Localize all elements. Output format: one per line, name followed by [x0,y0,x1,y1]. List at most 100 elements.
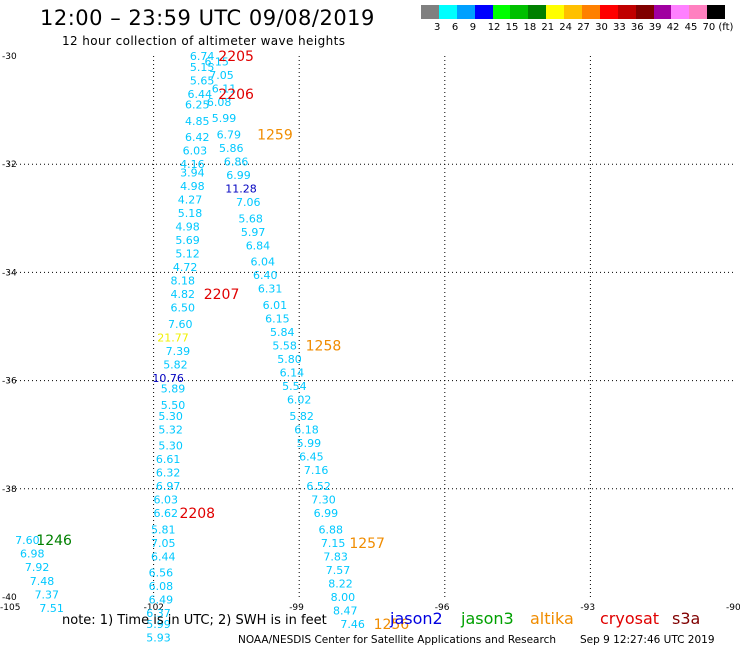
wave-height-value: 6.98 [20,548,45,561]
latitude-tick-label: -30 [2,52,17,62]
color-scale-value: 15 [505,22,519,33]
wave-height-value: 6.15 [265,312,290,325]
latitude-tick-label: -34 [2,268,17,278]
wave-height-value: 5.89 [161,383,186,396]
color-swatch [564,5,583,19]
color-swatch [582,5,600,19]
color-scale-value: 45 [684,22,698,33]
wave-height-value: 7.83 [323,550,348,563]
color-scale-value: 12 [487,22,501,33]
wave-height-value: 6.49 [149,594,174,607]
wave-height-value: 7.16 [304,464,329,477]
wave-height-value: 6.44 [187,88,212,101]
color-scale-legend: 3 6 9 12 15 18 21 24 27 30 33 36 39 42 45 70 (ft) [421,5,733,33]
color-swatches [421,5,726,19]
wave-height-value: 6.45 [299,450,324,463]
wave-height-value: 5.80 [277,353,302,366]
wave-height-value: 7.06 [236,196,261,209]
wave-height-value: 6.03 [183,145,208,158]
wave-height-value: 6.56 [149,567,174,580]
color-swatch [510,5,529,19]
wave-height-value: 5.58 [272,339,297,352]
wave-height-value: 7.39 [166,345,191,358]
wave-height-value: 5.32 [158,423,183,436]
wave-height-value: 11.28 [225,183,257,196]
map-grid [8,56,736,597]
wave-height-value: 5.69 [175,234,200,247]
wave-height-value: 6.79 [217,128,242,141]
wave-height-value: 7.51 [39,602,64,615]
wave-height-value: 6.52 [306,480,331,493]
wave-height-value: 4.98 [175,220,200,233]
color-swatch [474,5,493,19]
color-swatch [421,5,439,19]
wave-height-value: 6.32 [156,467,181,480]
pass-time-label: 1259 [257,127,293,143]
color-scale-value: 6 [451,22,459,33]
wave-height-value: 5.15 [190,61,215,74]
color-scale-value: 9 [469,22,477,33]
wave-height-value: 7.30 [311,494,336,507]
wave-height-value: 6.11 [212,82,237,95]
color-scale-labels: 3 6 9 12 15 18 21 24 27 30 33 36 39 42 45 70 (ft) [421,22,740,36]
color-scale-value: 42 [666,22,680,33]
wave-height-value: 5.99 [146,618,171,631]
wave-height-value: 5.50 [161,399,186,412]
wave-height-value: 7.60 [15,534,40,547]
color-swatch [599,5,618,19]
color-swatch [617,5,636,19]
wave-height-value: 6.18 [294,423,319,436]
latitude-tick-label: -36 [2,377,17,387]
wave-height-value: 6.14 [280,366,305,379]
longitude-tick-label: -90 [726,603,740,613]
wave-height-value: 5.54 [282,380,307,393]
wave-height-value: 4.16 [180,158,205,171]
wave-height-value: 5.81 [151,523,176,536]
wave-height-value: 6.74 [190,50,215,63]
credit-text: NOAA/NESDIS Center for Satellite Applica… [238,634,556,646]
mission-jason3: jason3 [461,609,514,628]
page-title: 12:00 – 23:59 UTC 09/08/2019 [40,6,375,30]
color-swatch [438,5,457,19]
wave-height-value: 6.99 [226,169,251,182]
color-scale-value: 36 [630,22,644,33]
color-swatch [635,5,654,19]
wave-height-value: 6.61 [156,453,181,466]
pass-time-labels: 2205 2206 1259 2207 1258 2208 1257 1256 1246 [36,49,409,633]
wave-height-value: 6.86 [224,155,249,168]
wave-height-value: 7.60 [168,318,193,331]
wave-height-value: 5.84 [270,326,295,339]
wave-height-value: 4.82 [170,288,195,301]
color-scale-unit: (ft) [718,22,734,33]
wave-height-value: 7.37 [35,588,60,601]
wave-height-value: 6.97 [156,480,181,493]
color-swatch [492,5,511,19]
wave-height-value: 5.18 [178,207,203,220]
wave-height-value: 6.44 [151,550,176,563]
color-swatch [528,5,547,19]
wave-height-value: 7.15 [321,537,346,550]
color-scale-value: 30 [595,22,608,33]
latitude-tick-label: -32 [2,160,17,170]
wave-height-value: 5.65 [190,74,215,87]
wave-height-value: 5.99 [212,112,237,125]
color-scale-value: 18 [523,22,537,33]
pass-time-label: 2208 [179,506,215,522]
wave-height-value: 5.12 [175,247,200,260]
wave-height-value: 6.62 [153,507,178,520]
wave-height-value: 6.08 [207,96,232,109]
wave-height-value: 6.84 [246,239,271,252]
wave-height-value: 5.93 [146,632,171,645]
wave-height-value: 5.99 [297,437,322,450]
color-scale-value: 24 [559,22,573,33]
wave-height-value: 4.27 [178,193,203,206]
mission-altika: altika [530,609,574,628]
color-scale-value: 39 [648,22,662,33]
pass-time-label: 1257 [349,536,385,552]
generated-timestamp: Sep 9 12:27:46 UTC 2019 [580,634,715,646]
wave-height-value: 8.47 [333,605,358,618]
color-swatch [671,5,690,19]
pass-time-label: 2206 [218,87,254,103]
wave-height-value: 5.68 [238,212,263,225]
